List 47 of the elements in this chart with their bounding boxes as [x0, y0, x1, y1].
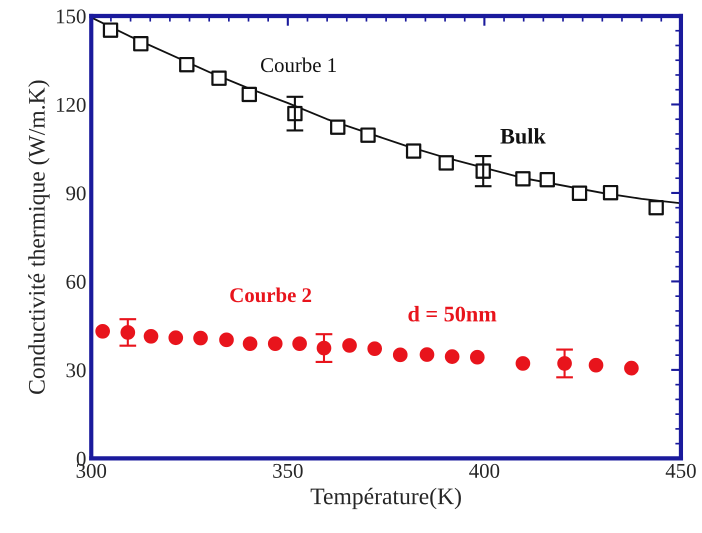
point	[168, 330, 184, 346]
point	[516, 356, 530, 371]
y-tick-label: 90	[66, 186, 86, 200]
point	[292, 336, 307, 351]
point	[572, 186, 588, 201]
point	[330, 119, 346, 135]
point	[648, 200, 664, 216]
point	[179, 56, 194, 72]
point	[268, 336, 283, 351]
x-tick-label: 350	[273, 464, 303, 478]
point	[624, 360, 639, 376]
point	[438, 155, 454, 171]
annotation: Bulk	[500, 128, 546, 144]
x-axis-title: Température(K)	[310, 488, 461, 510]
point	[242, 86, 257, 102]
point	[242, 336, 258, 351]
annotation: d = 50nm	[408, 306, 496, 322]
point	[602, 184, 618, 200]
point	[588, 358, 604, 373]
y-tick-label: 0	[76, 452, 86, 466]
x-tick-label: 400	[469, 464, 500, 478]
point	[342, 338, 357, 353]
point	[540, 172, 555, 188]
point	[144, 328, 158, 344]
y-tick-label: 30	[66, 363, 86, 378]
point	[444, 349, 460, 364]
point	[95, 324, 110, 339]
x-tick-label: 450	[666, 464, 696, 478]
y-tick-label: 120	[56, 98, 86, 112]
point	[367, 341, 382, 356]
point	[406, 143, 422, 159]
y-axis-title: Conductivité thermique (W/m.K)	[28, 80, 50, 394]
point	[133, 36, 148, 52]
y-tick-label: 150	[56, 9, 86, 24]
point	[470, 350, 485, 365]
point	[102, 22, 118, 38]
y-tick-label: 60	[66, 274, 86, 289]
point	[193, 330, 208, 346]
point	[211, 70, 227, 86]
point	[360, 127, 376, 143]
x-tick-label: 300	[76, 464, 106, 478]
point	[420, 347, 434, 362]
point	[219, 332, 234, 348]
series-label: Courbe 2	[230, 288, 312, 302]
series-label: Courbe 1	[261, 57, 336, 72]
point	[515, 171, 531, 186]
point	[392, 348, 408, 362]
